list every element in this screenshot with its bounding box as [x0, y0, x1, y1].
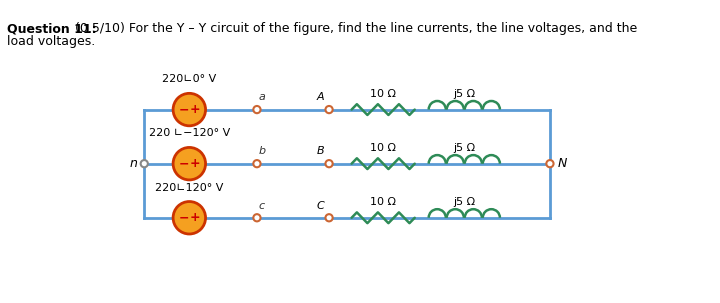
Text: load voltages.: load voltages. — [7, 35, 96, 48]
Ellipse shape — [173, 93, 205, 126]
Text: +: + — [189, 211, 200, 224]
Circle shape — [140, 160, 148, 167]
Text: N: N — [557, 157, 567, 170]
Text: +: + — [189, 103, 200, 116]
Text: c: c — [258, 201, 265, 211]
Text: 220∟120° V: 220∟120° V — [155, 182, 223, 192]
Text: 220 ∟−120° V: 220 ∟−120° V — [149, 128, 230, 138]
Text: j5 Ω: j5 Ω — [453, 197, 475, 207]
Text: 10 Ω: 10 Ω — [370, 89, 396, 99]
Text: b: b — [258, 146, 266, 156]
Ellipse shape — [173, 201, 205, 234]
Text: A: A — [317, 92, 324, 102]
Text: (0.5/10) For the Y – Y circuit of the figure, find the line currents, the line v: (0.5/10) For the Y – Y circuit of the fi… — [71, 22, 637, 35]
Circle shape — [253, 214, 261, 221]
Circle shape — [325, 106, 333, 113]
Text: a: a — [258, 92, 266, 102]
Text: j5 Ω: j5 Ω — [453, 143, 475, 153]
Text: 10 Ω: 10 Ω — [370, 197, 396, 207]
Circle shape — [325, 160, 333, 167]
Text: 10 Ω: 10 Ω — [370, 143, 396, 153]
Text: n: n — [129, 157, 137, 170]
Text: B: B — [317, 146, 324, 156]
Text: −: − — [179, 103, 189, 116]
Circle shape — [546, 160, 554, 167]
Text: 220∟0° V: 220∟0° V — [162, 74, 217, 84]
Circle shape — [253, 160, 261, 167]
Text: −: − — [179, 157, 189, 170]
Text: Question 11:: Question 11: — [7, 22, 96, 35]
Text: +: + — [189, 157, 200, 170]
Text: j5 Ω: j5 Ω — [453, 89, 475, 99]
Text: C: C — [317, 201, 324, 211]
Circle shape — [325, 214, 333, 221]
Circle shape — [253, 106, 261, 113]
Ellipse shape — [173, 148, 205, 180]
Text: −: − — [179, 211, 189, 224]
